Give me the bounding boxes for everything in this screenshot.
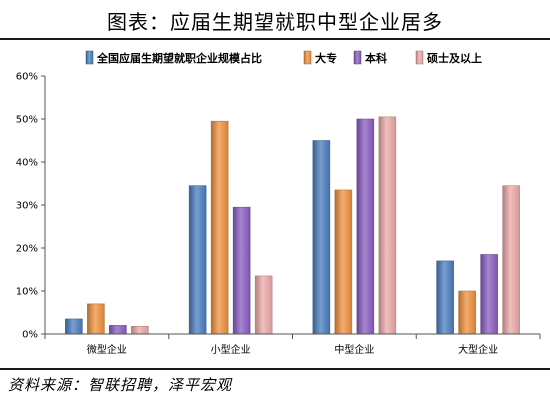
bar [210,120,229,335]
y-tick-label: 0% [22,330,38,341]
bar [334,189,353,335]
legend-label: 全国应届生期望就职企业规模占比 [96,51,262,65]
legend-label: 大专 [315,51,337,65]
legend-swatch [353,50,362,65]
y-tick-label: 30% [16,201,38,212]
y-tick-label: 60% [16,72,38,83]
bar [109,325,127,335]
bar [87,303,105,335]
y-tick-label: 20% [16,244,38,255]
y-tick-label: 10% [16,287,38,298]
bar [65,318,83,335]
x-category-label: 微型企业 [87,343,127,356]
bar [480,254,498,335]
bar [378,116,397,335]
legend-swatch [303,50,312,65]
bar [502,185,520,335]
x-category-label: 小型企业 [211,343,251,356]
bar [312,140,331,335]
bar [131,326,149,335]
bar [188,185,207,335]
legend-label: 本科 [365,51,387,65]
x-axis: 微型企业 小型企业 中型企业 大型企业 [44,333,541,356]
legend-swatch [415,50,424,65]
legend-swatch [85,50,94,65]
bar [458,290,476,335]
bar [254,275,273,335]
x-category-label: 中型企业 [334,343,374,356]
source-note: 资料来源：智联招聘，泽平宏观 [8,376,233,394]
bar [436,260,454,335]
bars [65,116,520,335]
y-tick-label: 50% [16,115,38,126]
footer-divider [0,368,550,370]
bar [356,118,375,335]
legend-label: 硕士及以上 [427,51,482,65]
title-divider [0,38,550,40]
figure-title: 图表：应届生期望就职中型企业居多 [107,10,443,34]
x-category-label: 大型企业 [458,343,498,356]
y-axis: 0% 10% 20% 30% 40% 50% 60% [16,72,46,341]
bar [232,206,251,335]
y-tick-label: 40% [16,158,38,169]
legend: 全国应届生期望就职企业规模占比 大专 本科 硕士及以上 [85,50,482,65]
